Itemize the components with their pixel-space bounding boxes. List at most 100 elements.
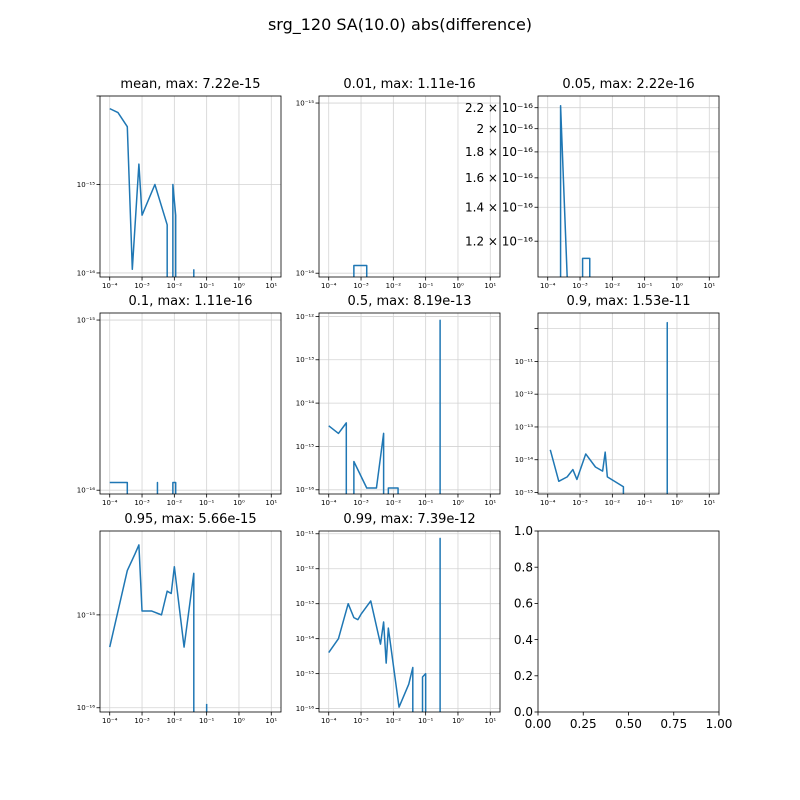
x-tick-label: 10⁻³ [134, 282, 150, 290]
series-line-segment [172, 481, 177, 494]
axes-frame [537, 95, 720, 278]
x-tick-label: 10⁻² [167, 717, 183, 725]
series-line-segment [172, 183, 177, 277]
y-tick-label: 10⁻¹⁶ [296, 270, 314, 278]
x-tick-label: 10⁰ [233, 499, 245, 507]
y-tick-label: 10⁻¹⁶ [296, 486, 314, 494]
y-tick-label: 10⁻¹⁶ [77, 269, 95, 277]
subplot-title: 0.5, max: 8.19e-13 [348, 294, 472, 309]
x-tick-label: 10⁰ [452, 717, 464, 725]
series-line-segment [108, 544, 195, 712]
x-tick-label: 10⁻² [167, 499, 183, 507]
x-tick-label: 10¹ [484, 499, 496, 507]
x-tick-label: 10⁰ [671, 282, 683, 290]
y-tick-label: 0.6 [514, 597, 533, 611]
y-tick-label: 1.0 [514, 524, 533, 538]
y-tick-label: 1.8 × 10⁻¹⁶ [465, 145, 533, 159]
x-tick-label: 10⁻⁴ [540, 499, 556, 507]
series-line-segment [559, 104, 568, 277]
y-tick-label: 10⁻¹³ [296, 356, 314, 364]
x-tick-label: 10⁻³ [134, 499, 150, 507]
subplot-6: 0.9, max: 1.53e-11 10⁻⁴ 10⁻³ 10⁻² 10⁻¹ 10⁰ 10¹… [515, 294, 720, 507]
x-tick-label: 10¹ [265, 499, 277, 507]
x-tick-label: 10⁻² [167, 282, 183, 290]
x-tick-label: 10⁻² [605, 282, 621, 290]
subplot-2: 0.01, max: 1.11e-16 10⁻⁴ 10⁻³ 10⁻² 10⁻¹ 10⁰ 10… [296, 77, 501, 290]
y-tick-label: 10⁻¹⁵ [296, 670, 314, 678]
y-tick-label: 1.2 × 10⁻¹⁶ [465, 234, 533, 248]
axes-frame [318, 95, 501, 278]
x-tick-label: 10⁻² [605, 499, 621, 507]
x-tick-label: 0.25 [570, 717, 597, 731]
series-line-segment [421, 672, 427, 712]
series-line-segment [353, 432, 385, 494]
x-tick-label: 0.00 [525, 717, 552, 731]
y-tick-label: 10⁻¹¹ [515, 358, 533, 366]
axes-frame [99, 530, 282, 713]
y-tick-label: 10⁻¹⁴ [296, 635, 314, 643]
subplot-title: 0.01, max: 1.11e-16 [343, 77, 475, 92]
y-tick-label: 10⁻¹⁵ [296, 99, 314, 107]
y-tick-label: 10⁻¹⁴ [296, 400, 314, 408]
subplot-3: 0.05, max: 2.22e-16 10⁻⁴ 10⁻³ 10⁻² 10⁻¹ 10⁰ 10… [465, 77, 720, 290]
x-tick-label: 10⁻³ [353, 717, 369, 725]
y-tick-label: 10⁻¹⁶ [77, 704, 95, 712]
x-tick-label: 10⁻⁴ [321, 717, 337, 725]
x-tick-label: 10⁰ [233, 282, 245, 290]
subplot-title: 0.95, max: 5.66e-15 [124, 512, 256, 527]
y-tick-label: 10⁻¹² [515, 391, 533, 399]
x-tick-label: 10⁻³ [353, 282, 369, 290]
y-tick-label: 10⁻¹⁴ [515, 456, 533, 464]
y-tick-label: 2.2 × 10⁻¹⁶ [465, 101, 533, 115]
subplot-title: mean, max: 7.22e-15 [120, 77, 260, 92]
series-line-segment [581, 257, 591, 277]
y-tick-label: 1.6 × 10⁻¹⁶ [465, 171, 533, 185]
subplot-title: 0.05, max: 2.22e-16 [562, 77, 694, 92]
x-tick-label: 10⁻¹ [637, 282, 653, 290]
y-tick-label: 10⁻¹⁶ [296, 705, 314, 713]
subplot-title: 0.1, max: 1.11e-16 [129, 294, 253, 309]
x-tick-label: 10⁻² [386, 717, 402, 725]
y-tick-label: 10⁻¹⁵ [77, 611, 95, 619]
subplot-title: 0.9, max: 1.53e-11 [567, 294, 691, 309]
series-line-segment [549, 449, 625, 494]
x-tick-label: 10⁻⁴ [102, 499, 118, 507]
y-tick-label: 1.4 × 10⁻¹⁶ [465, 200, 533, 214]
x-tick-label: 10¹ [265, 717, 277, 725]
x-tick-label: 1.00 [706, 717, 733, 731]
series-line-segment [387, 487, 399, 494]
y-tick-label: 0.2 [514, 669, 533, 683]
axes-frame [318, 530, 501, 713]
subplot-9: 0.00 0.25 0.50 0.75 1.00 0.0 0.2 0.4 0.6 0.8 1.0 [514, 524, 732, 731]
axes-frame [537, 312, 720, 495]
y-tick-label: 0.4 [514, 633, 533, 647]
x-tick-label: 0.50 [615, 717, 642, 731]
x-tick-label: 10¹ [484, 282, 496, 290]
y-tick-label: 10⁻¹⁵ [296, 443, 314, 451]
x-tick-label: 10⁻¹ [199, 499, 215, 507]
x-tick-label: 10⁻¹ [418, 282, 434, 290]
x-tick-label: 10⁻¹ [418, 717, 434, 725]
figure-title: srg_120 SA(10.0) abs(difference) [268, 15, 532, 35]
x-tick-label: 10⁰ [233, 717, 245, 725]
x-tick-label: 10⁻⁴ [102, 717, 118, 725]
subplot-1: mean, max: 7.22e-15 10⁻⁴ 10⁻³ 10⁻² 10⁻¹ 10⁰ 10… [77, 77, 282, 290]
axes-frame [99, 312, 282, 495]
x-tick-label: 10⁰ [452, 282, 464, 290]
y-tick-label: 10⁻¹⁵ [515, 489, 533, 497]
subplot-8: 0.99, max: 7.39e-12 10⁻⁴ 10⁻³ 10⁻² 10⁻¹ 10⁰ 10… [296, 512, 501, 725]
y-tick-label: 10⁻¹⁵ [77, 181, 95, 189]
x-tick-label: 10¹ [703, 282, 715, 290]
y-tick-label: 10⁻¹⁵ [77, 316, 95, 324]
x-tick-label: 10⁻¹ [418, 499, 434, 507]
x-tick-label: 10⁻¹ [199, 282, 215, 290]
x-tick-label: 10⁻⁴ [321, 282, 337, 290]
y-tick-label: 10⁻¹⁶ [77, 487, 95, 495]
x-tick-label: 10⁻⁴ [102, 282, 118, 290]
subplot-4: 0.1, max: 1.11e-16 10⁻⁴ 10⁻³ 10⁻² 10⁻¹ 10⁰ 10¹… [77, 294, 282, 507]
x-tick-label: 0.75 [660, 717, 687, 731]
subplot-title: 0.99, max: 7.39e-12 [343, 512, 475, 527]
x-tick-label: 10⁰ [452, 499, 464, 507]
